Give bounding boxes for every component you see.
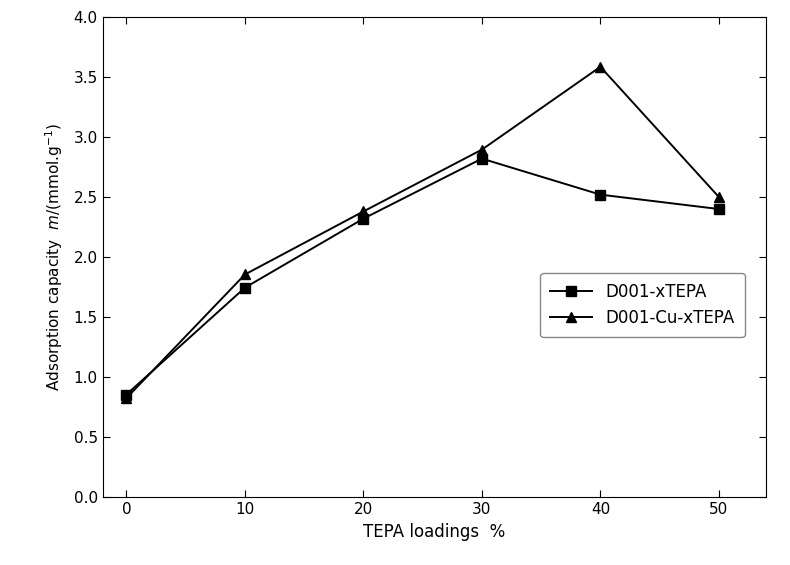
- D001-Cu-xTEPA: [122, 395, 131, 402]
- D001-Cu-xTEPA: [714, 194, 724, 201]
- D001-Cu-xTEPA: [240, 271, 250, 278]
- X-axis label: TEPA loadings  %: TEPA loadings %: [363, 523, 506, 541]
- Line: D001-Cu-xTEPA: D001-Cu-xTEPA: [122, 62, 724, 403]
- D001-xTEPA: [240, 284, 250, 291]
- Legend: D001-xTEPA, D001-Cu-xTEPA: D001-xTEPA, D001-Cu-xTEPA: [540, 273, 745, 337]
- D001-xTEPA: [359, 215, 368, 222]
- Y-axis label: Adsorption capacity  $m$/(mmol.g$^{-1}$): Adsorption capacity $m$/(mmol.g$^{-1}$): [43, 123, 66, 391]
- Line: D001-xTEPA: D001-xTEPA: [122, 154, 724, 399]
- D001-Cu-xTEPA: [596, 63, 605, 70]
- D001-xTEPA: [714, 206, 724, 212]
- D001-xTEPA: [477, 155, 487, 162]
- D001-xTEPA: [596, 191, 605, 198]
- D001-Cu-xTEPA: [477, 146, 487, 153]
- D001-Cu-xTEPA: [359, 208, 368, 215]
- D001-xTEPA: [122, 391, 131, 398]
